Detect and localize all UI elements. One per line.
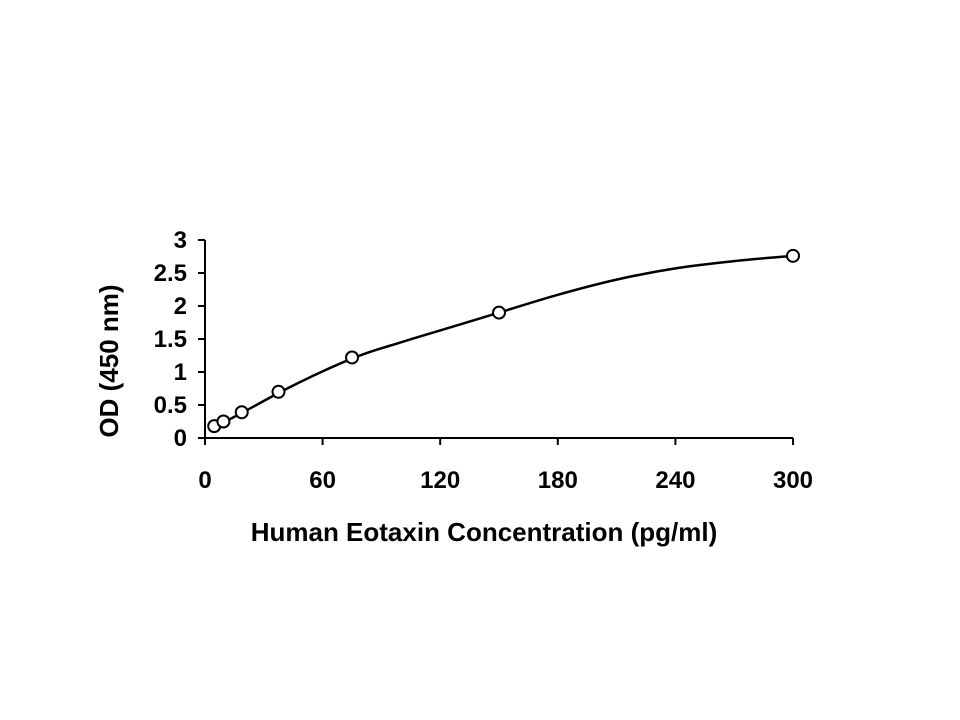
x-axis-title: Human Eotaxin Concentration (pg/ml) (251, 517, 718, 547)
x-tick-label: 180 (538, 467, 578, 494)
y-axis-title: OD (450 nm) (94, 284, 124, 437)
data-points (207, 248, 800, 434)
x-tick-label: 0 (198, 467, 211, 494)
data-point (234, 405, 249, 420)
x-tick-label: 300 (773, 467, 813, 494)
x-tick-label: 120 (420, 467, 460, 494)
y-tick-label: 2 (174, 293, 187, 320)
y-tick-label: 1 (174, 359, 187, 386)
x-tick-label: 240 (655, 467, 695, 494)
fit-curve (213, 254, 794, 429)
x-axis: 0 60 120 180 240 300 (198, 437, 813, 494)
y-tick-label: 1.5 (154, 326, 187, 353)
data-point (492, 305, 506, 320)
y-tick-label: 2.5 (154, 260, 187, 287)
y-tick-label: 0 (174, 425, 187, 452)
y-tick-label: 3 (174, 227, 187, 254)
data-point (786, 248, 800, 263)
data-point (216, 414, 231, 429)
y-axis: 0 0.5 1 1.5 2 2.5 3 (154, 227, 206, 452)
y-tick-label: 0.5 (154, 392, 187, 419)
data-point (345, 350, 359, 365)
x-ticks: 0 60 120 180 240 300 (198, 438, 813, 494)
y-ticks: 0 0.5 1 1.5 2 2.5 3 (154, 227, 205, 452)
x-tick-label: 60 (309, 467, 336, 494)
data-point (271, 384, 286, 399)
